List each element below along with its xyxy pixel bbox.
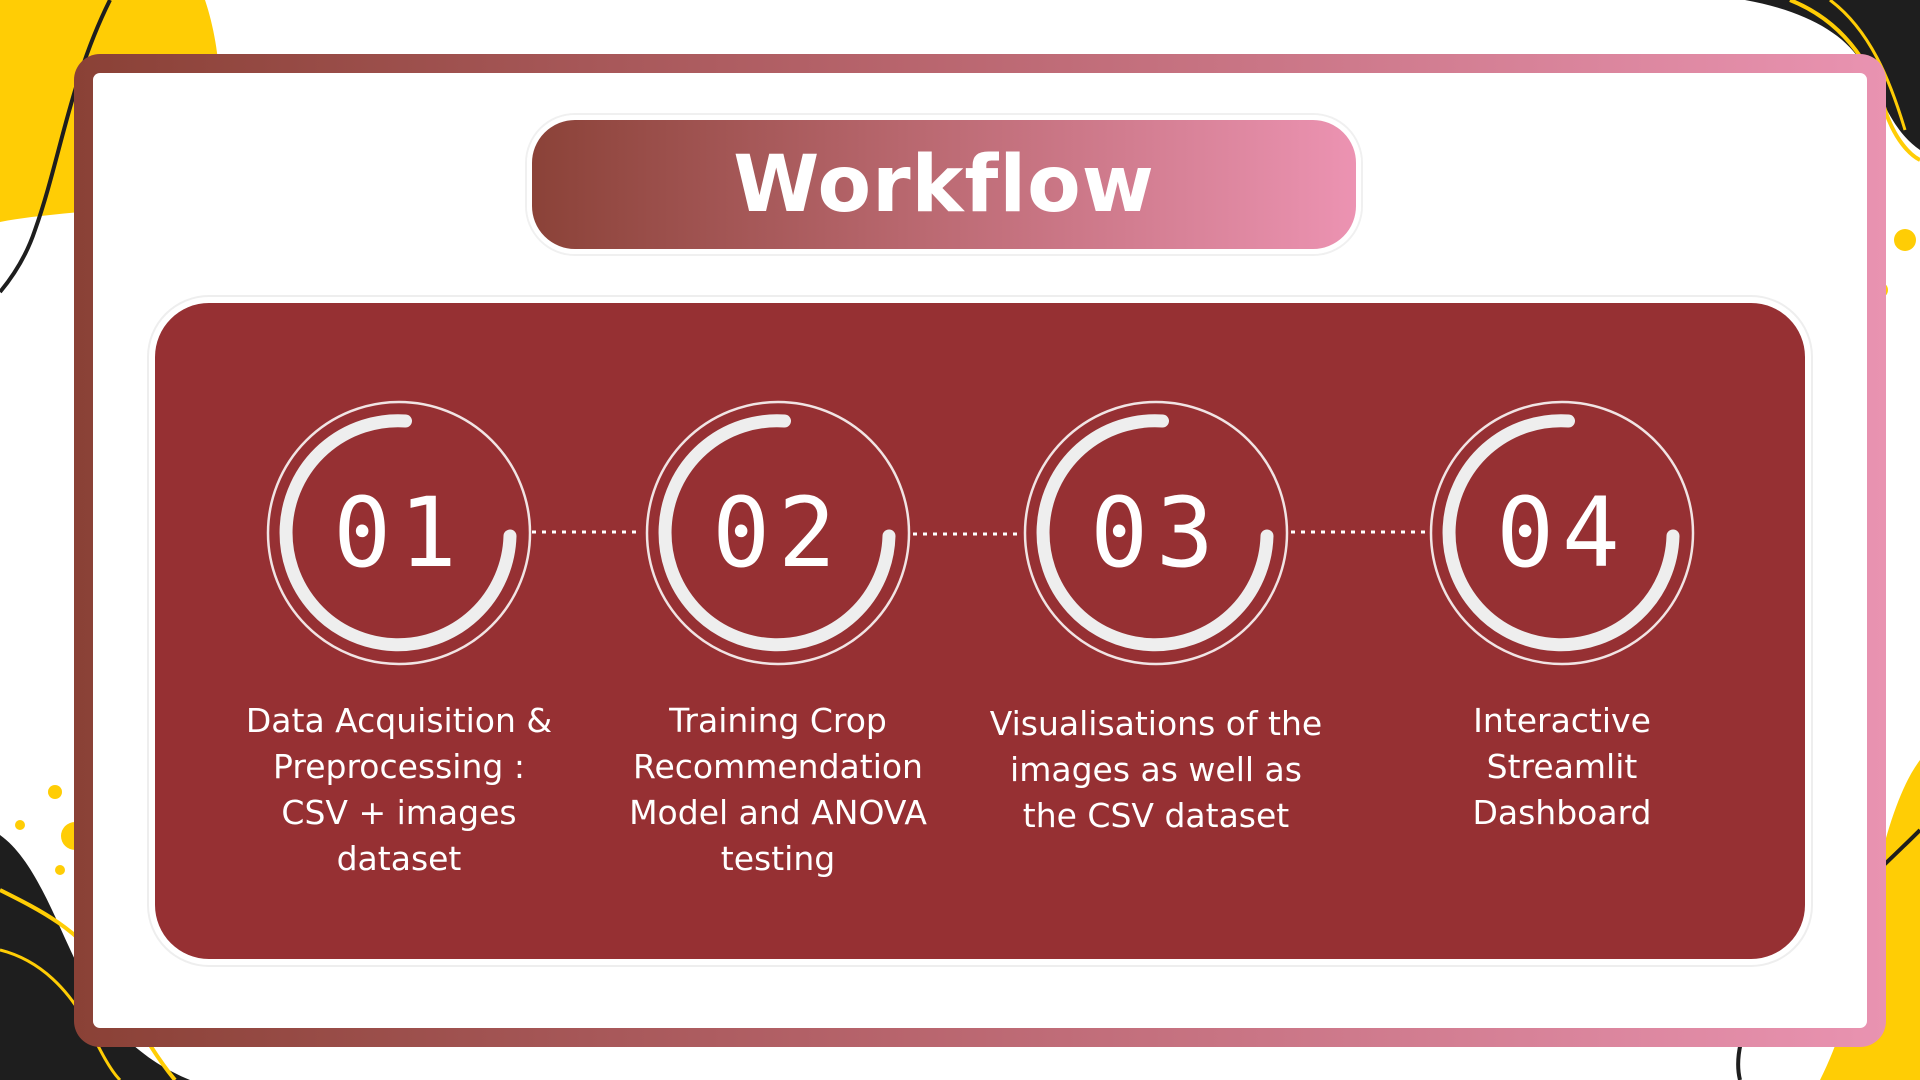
workflow-panel [155,303,1805,959]
step-ring-icon [645,400,911,666]
step-number: 04 [1496,477,1628,589]
workflow-step-2: 02 Training Crop Recommendation Model an… [629,398,927,878]
top-right-blob [1745,0,1920,150]
top-left-curve [0,0,112,294]
step-ring-icon [266,400,532,666]
top-right-swirl-2 [1829,0,1907,131]
top-right-swirl [1789,0,1920,162]
step-label: Interactive Streamlit Dashboard [1472,701,1652,832]
workflow-step-3: 03 Visualisations of the images as well … [990,398,1322,835]
title-banner: Workflow [527,115,1361,254]
step-ring-icon [1023,400,1289,666]
step-label: Training Crop Recommendation Model and A… [629,701,927,878]
bottom-right-blob [1820,760,1920,1080]
step-label: Data Acquisition & Preprocessing : CSV +… [245,701,553,878]
workflow-step-1: 01 Data Acquisition & Preprocessing : CS… [246,398,552,878]
bottom-left-swirl-2 [0,948,122,1080]
step-number: 01 [333,477,465,589]
step-ring-icon [1429,400,1695,666]
step-number: 03 [1090,477,1222,589]
step-label: Visualisations of the images as well as … [989,704,1323,835]
workflow-step-4: 04 Interactive Streamlit Dashboard [1427,398,1697,832]
bottom-left-blob [0,835,190,1080]
step-number: 02 [712,477,844,589]
slide-title: Workflow [733,139,1155,230]
